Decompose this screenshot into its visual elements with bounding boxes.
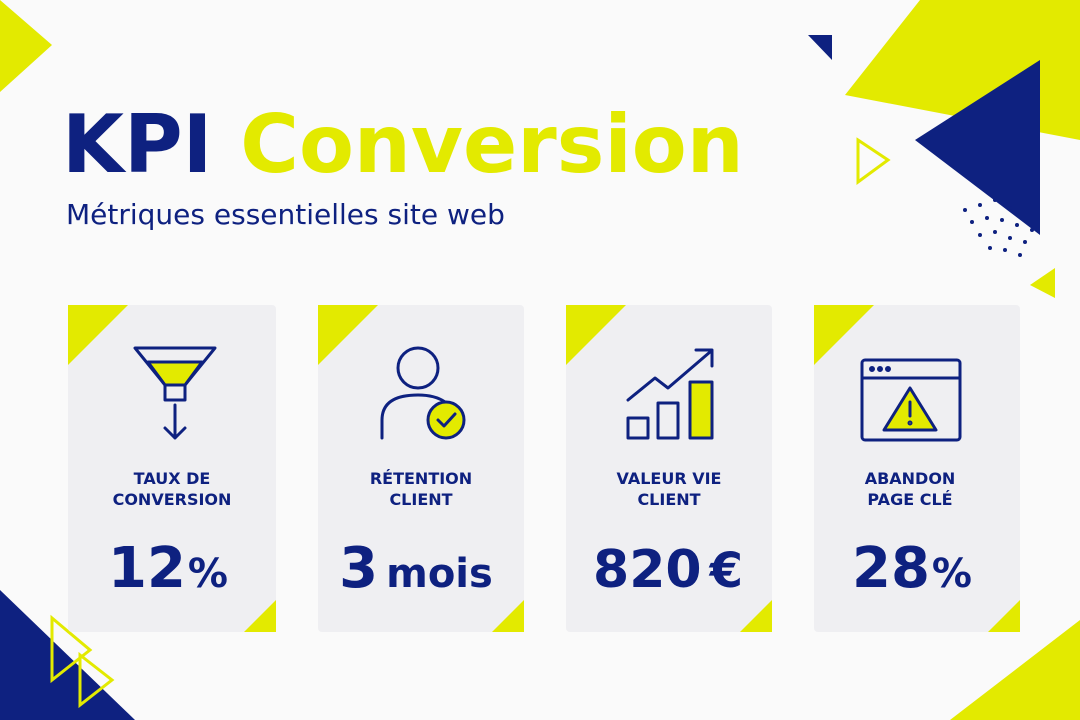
card: VALEUR VIE CLIENT 820 € [566, 305, 772, 632]
card-label: RÉTENTION [370, 469, 472, 488]
funnel-icon [133, 346, 217, 440]
title-kpi: KPI [62, 98, 212, 191]
card-value: 3 mois [339, 536, 493, 601]
text-part: € [709, 543, 743, 599]
card: TAUX DE CONVERSION 12% [68, 305, 276, 632]
card-value: 28% [852, 536, 972, 601]
text-part: % [188, 551, 228, 597]
card-label: PAGE CLÉ [867, 490, 952, 509]
title-conversion: Conversion [240, 98, 743, 191]
card-label: VALEUR VIE [617, 469, 722, 488]
text-part: 28 [852, 536, 930, 601]
text-part: 3 [339, 536, 378, 601]
card-label: ABANDON [865, 469, 956, 488]
card-label: TAUX DE [134, 469, 211, 488]
text-part: 12 [108, 536, 186, 601]
text-part: mois [386, 551, 493, 597]
title: KPI Conversion [62, 98, 744, 191]
card-value: 820 € [593, 540, 743, 600]
client-icon [380, 346, 466, 440]
warning-icon [860, 358, 962, 442]
card-value: 12% [108, 536, 228, 601]
card-label: CLIENT [637, 490, 700, 509]
card: RÉTENTION CLIENT 3 mois [318, 305, 524, 632]
growth-icon [626, 348, 714, 440]
text-part: % [932, 551, 972, 597]
card: ABANDON PAGE CLÉ 28% [814, 305, 1020, 632]
card-label: CONVERSION [113, 490, 232, 509]
card-label: CLIENT [389, 490, 452, 509]
subtitle: Métriques essentielles site web [66, 198, 505, 231]
text-part: 820 [593, 540, 702, 600]
